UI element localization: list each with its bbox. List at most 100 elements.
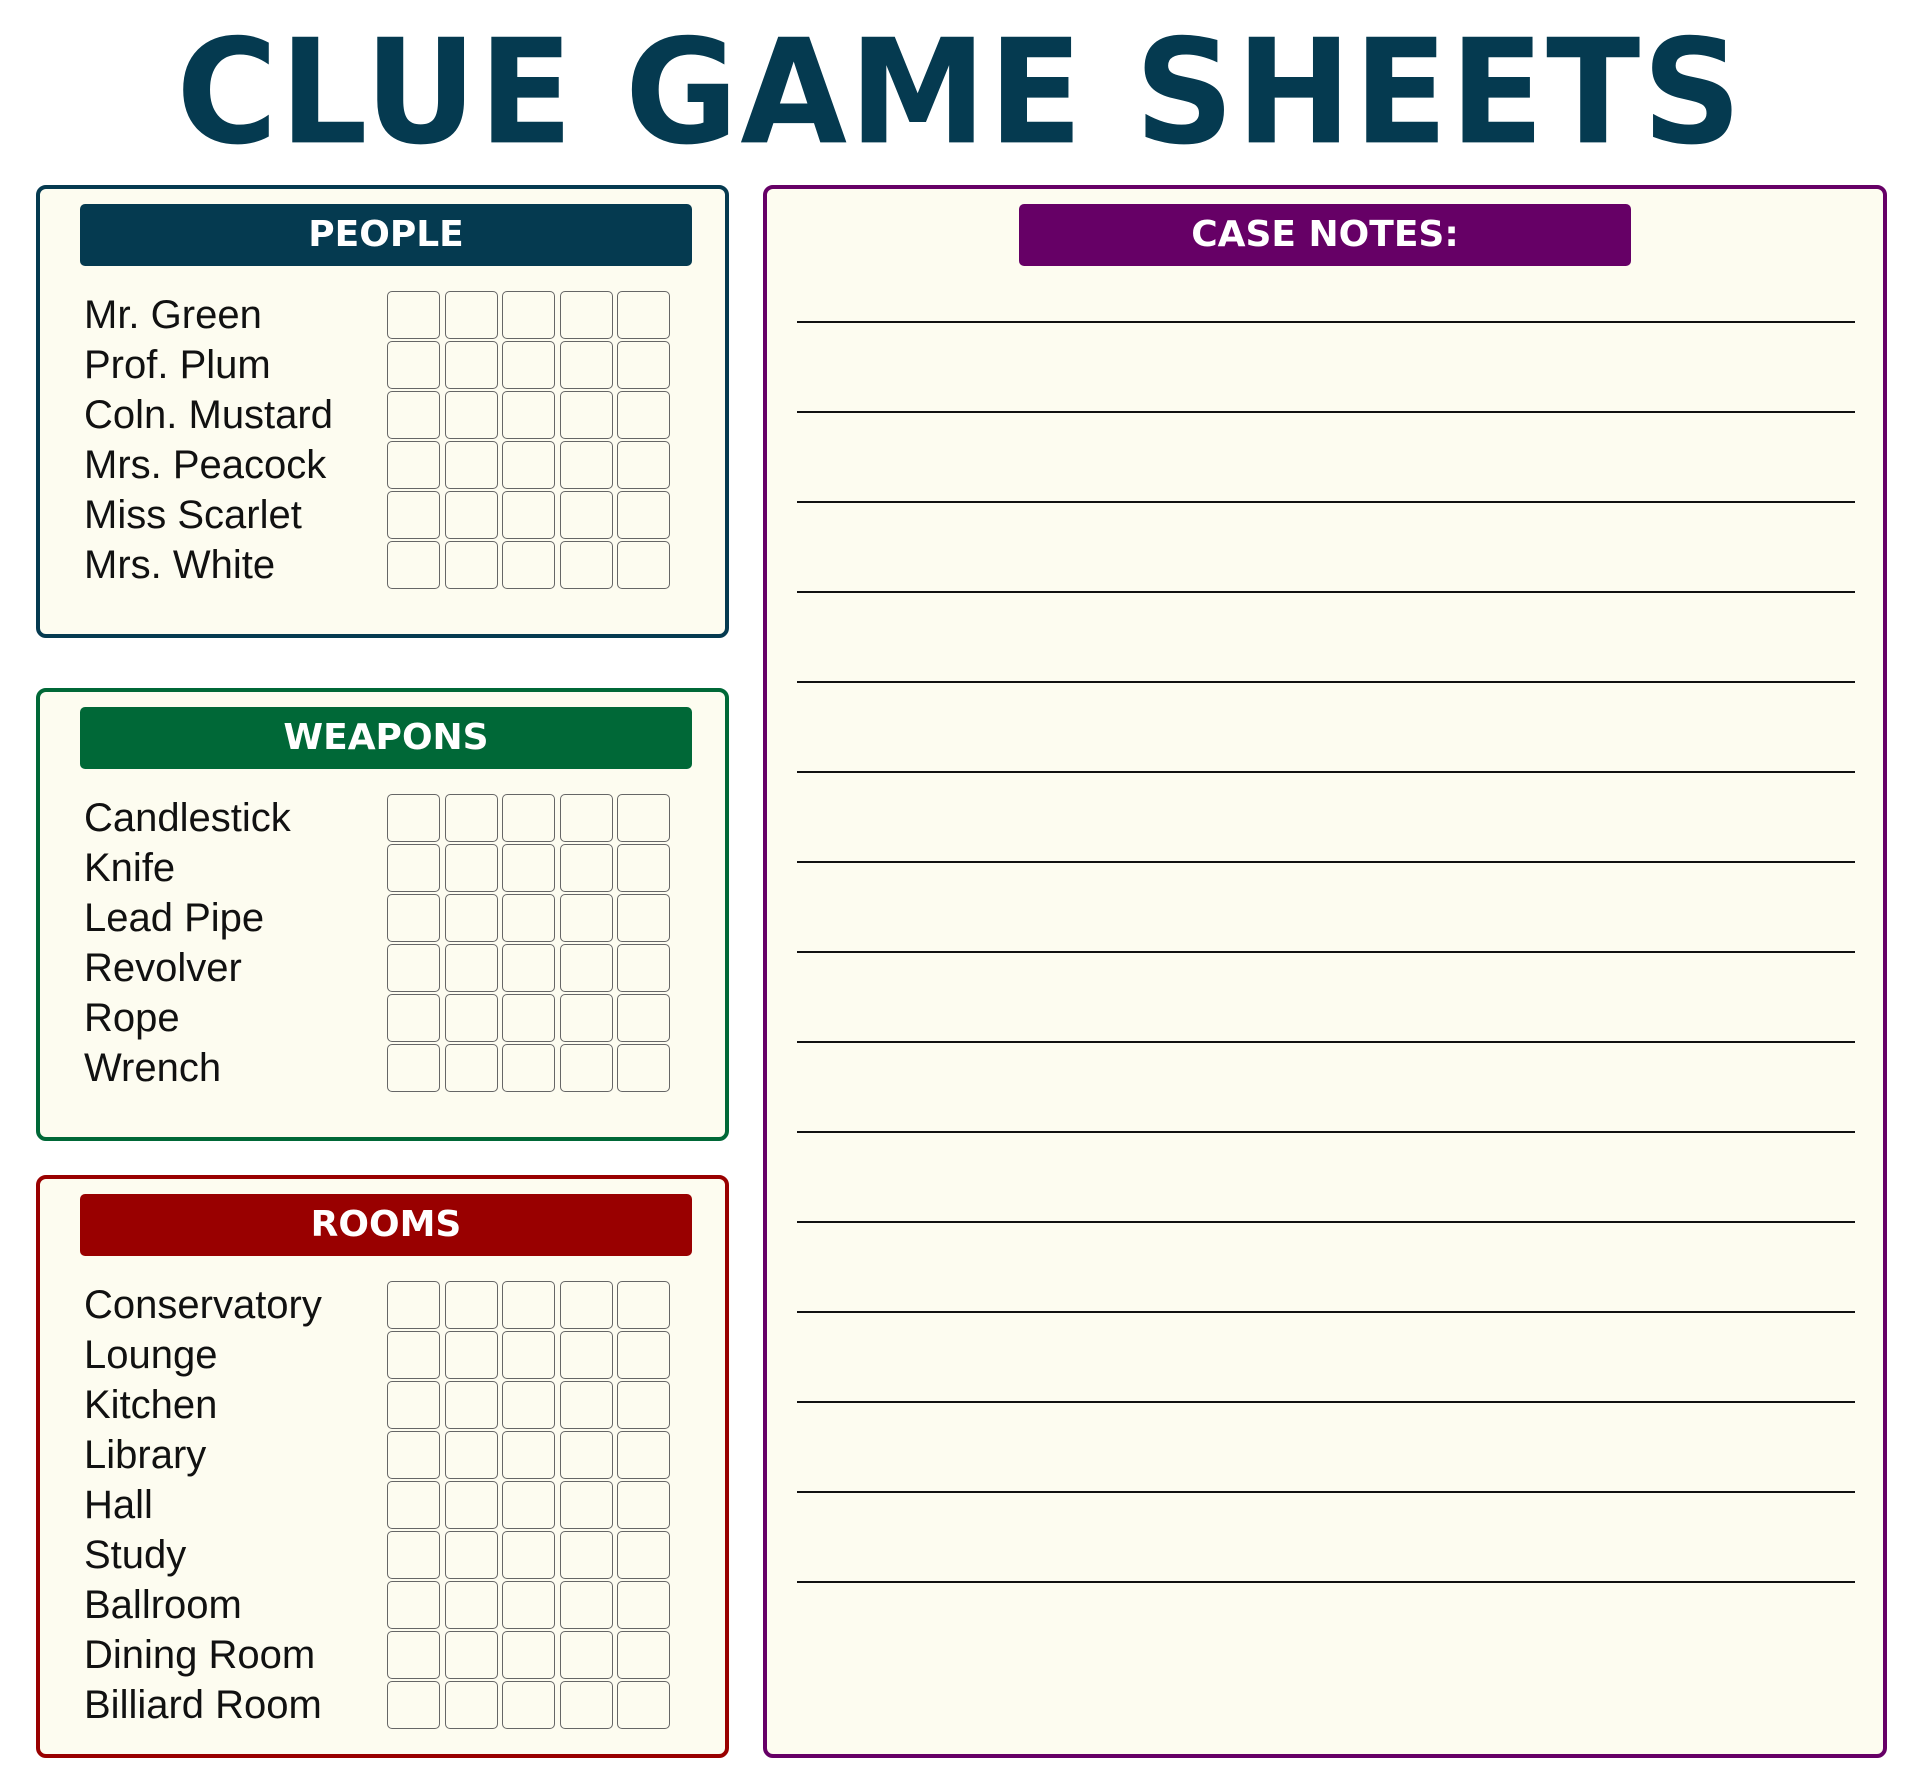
- note-line[interactable]: [797, 681, 1855, 683]
- check-box[interactable]: [444, 1531, 498, 1579]
- check-box[interactable]: [502, 794, 555, 842]
- check-box[interactable]: [387, 541, 440, 589]
- check-box[interactable]: [559, 794, 613, 842]
- check-box[interactable]: [387, 894, 440, 942]
- check-box[interactable]: [617, 1481, 670, 1529]
- check-box[interactable]: [617, 1681, 670, 1729]
- check-box[interactable]: [617, 291, 670, 339]
- check-box[interactable]: [502, 994, 555, 1042]
- check-box[interactable]: [502, 894, 555, 942]
- check-box[interactable]: [559, 491, 613, 539]
- check-box[interactable]: [617, 944, 670, 992]
- note-line[interactable]: [797, 591, 1855, 593]
- check-box[interactable]: [502, 1281, 555, 1329]
- check-box[interactable]: [559, 994, 613, 1042]
- check-box[interactable]: [444, 944, 498, 992]
- check-box[interactable]: [559, 1381, 613, 1429]
- check-box[interactable]: [617, 1331, 670, 1379]
- check-box[interactable]: [444, 341, 498, 389]
- check-box[interactable]: [617, 1044, 670, 1092]
- check-box[interactable]: [502, 291, 555, 339]
- check-box[interactable]: [502, 541, 555, 589]
- check-box[interactable]: [502, 441, 555, 489]
- check-box[interactable]: [559, 541, 613, 589]
- check-box[interactable]: [444, 994, 498, 1042]
- note-line[interactable]: [797, 1131, 1855, 1133]
- note-line[interactable]: [797, 951, 1855, 953]
- check-box[interactable]: [444, 1631, 498, 1679]
- check-box[interactable]: [559, 944, 613, 992]
- note-line[interactable]: [797, 321, 1855, 323]
- check-box[interactable]: [444, 794, 498, 842]
- check-box[interactable]: [559, 291, 613, 339]
- check-box[interactable]: [559, 341, 613, 389]
- check-box[interactable]: [559, 1281, 613, 1329]
- check-box[interactable]: [502, 1331, 555, 1379]
- note-line[interactable]: [797, 771, 1855, 773]
- check-box[interactable]: [444, 291, 498, 339]
- check-box[interactable]: [387, 844, 440, 892]
- check-box[interactable]: [444, 1331, 498, 1379]
- check-box[interactable]: [502, 944, 555, 992]
- check-box[interactable]: [617, 441, 670, 489]
- check-box[interactable]: [559, 1581, 613, 1629]
- check-box[interactable]: [387, 944, 440, 992]
- check-box[interactable]: [617, 1531, 670, 1579]
- check-box[interactable]: [387, 1431, 440, 1479]
- note-line[interactable]: [797, 411, 1855, 413]
- check-box[interactable]: [502, 1381, 555, 1429]
- check-box[interactable]: [559, 844, 613, 892]
- note-line[interactable]: [797, 501, 1855, 503]
- check-box[interactable]: [617, 894, 670, 942]
- note-line[interactable]: [797, 1041, 1855, 1043]
- check-box[interactable]: [387, 794, 440, 842]
- check-box[interactable]: [444, 1681, 498, 1729]
- check-box[interactable]: [617, 541, 670, 589]
- check-box[interactable]: [502, 1681, 555, 1729]
- check-box[interactable]: [444, 1281, 498, 1329]
- note-line[interactable]: [797, 1491, 1855, 1493]
- check-box[interactable]: [617, 994, 670, 1042]
- check-box[interactable]: [502, 341, 555, 389]
- check-box[interactable]: [559, 391, 613, 439]
- check-box[interactable]: [559, 1631, 613, 1679]
- check-box[interactable]: [617, 1631, 670, 1679]
- check-box[interactable]: [387, 1631, 440, 1679]
- check-box[interactable]: [502, 1044, 555, 1092]
- check-box[interactable]: [617, 844, 670, 892]
- check-box[interactable]: [387, 994, 440, 1042]
- note-line[interactable]: [797, 1401, 1855, 1403]
- check-box[interactable]: [502, 1431, 555, 1479]
- check-box[interactable]: [387, 341, 440, 389]
- check-box[interactable]: [387, 1481, 440, 1529]
- check-box[interactable]: [444, 844, 498, 892]
- check-box[interactable]: [387, 1581, 440, 1629]
- check-box[interactable]: [617, 1581, 670, 1629]
- check-box[interactable]: [502, 1481, 555, 1529]
- check-box[interactable]: [387, 1681, 440, 1729]
- check-box[interactable]: [444, 391, 498, 439]
- check-box[interactable]: [387, 491, 440, 539]
- check-box[interactable]: [502, 1581, 555, 1629]
- check-box[interactable]: [387, 441, 440, 489]
- check-box[interactable]: [387, 1044, 440, 1092]
- check-box[interactable]: [444, 1381, 498, 1429]
- check-box[interactable]: [559, 1431, 613, 1479]
- check-box[interactable]: [502, 491, 555, 539]
- check-box[interactable]: [387, 291, 440, 339]
- check-box[interactable]: [444, 894, 498, 942]
- check-box[interactable]: [444, 1581, 498, 1629]
- check-box[interactable]: [444, 541, 498, 589]
- note-line[interactable]: [797, 1581, 1855, 1583]
- check-box[interactable]: [387, 1281, 440, 1329]
- check-box[interactable]: [502, 844, 555, 892]
- check-box[interactable]: [559, 1044, 613, 1092]
- note-line[interactable]: [797, 861, 1855, 863]
- check-box[interactable]: [559, 1331, 613, 1379]
- check-box[interactable]: [617, 391, 670, 439]
- note-line[interactable]: [797, 1311, 1855, 1313]
- check-box[interactable]: [617, 1381, 670, 1429]
- check-box[interactable]: [559, 1681, 613, 1729]
- check-box[interactable]: [617, 794, 670, 842]
- check-box[interactable]: [387, 391, 440, 439]
